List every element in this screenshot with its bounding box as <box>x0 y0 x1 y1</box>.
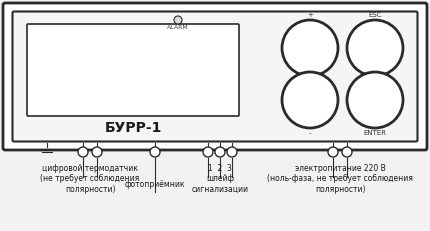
Text: ENTER: ENTER <box>363 130 387 136</box>
FancyBboxPatch shape <box>12 12 418 142</box>
Circle shape <box>227 147 237 157</box>
Circle shape <box>282 20 338 76</box>
Circle shape <box>215 147 225 157</box>
FancyBboxPatch shape <box>3 3 427 150</box>
Circle shape <box>328 147 338 157</box>
Circle shape <box>92 147 102 157</box>
Text: цифровой термодатчик
(не требует соблюдения
полярности): цифровой термодатчик (не требует соблюде… <box>40 164 140 194</box>
Circle shape <box>150 147 160 157</box>
Text: ESC: ESC <box>368 12 382 18</box>
Circle shape <box>174 16 182 24</box>
Circle shape <box>342 147 352 157</box>
Text: электропитание 220 В
(ноль-фаза, не требует соблюдения
полярности): электропитание 220 В (ноль-фаза, не треб… <box>267 164 413 194</box>
Circle shape <box>347 20 403 76</box>
Text: ALARM: ALARM <box>167 25 189 30</box>
FancyBboxPatch shape <box>27 24 239 116</box>
Circle shape <box>347 72 403 128</box>
Circle shape <box>78 147 88 157</box>
Text: -: - <box>309 130 311 136</box>
Circle shape <box>203 147 213 157</box>
Circle shape <box>282 72 338 128</box>
Text: 1  2  3
шлейф
сигнализации: 1 2 3 шлейф сигнализации <box>191 164 249 194</box>
Text: +: + <box>307 12 313 18</box>
Text: фотоприёмник: фотоприёмник <box>125 180 185 189</box>
Text: БУРР-1: БУРР-1 <box>104 121 162 135</box>
